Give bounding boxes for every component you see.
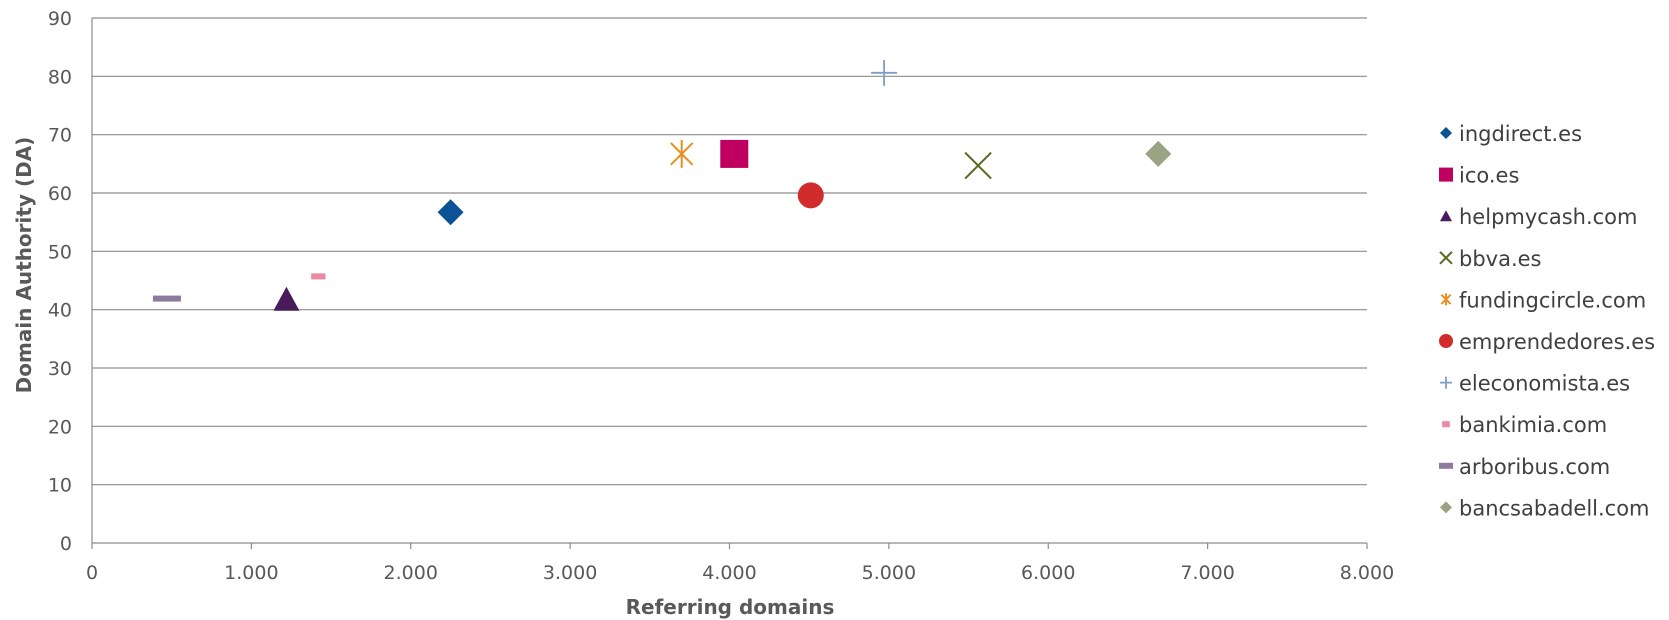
legend-marker-9 <box>1439 462 1453 469</box>
legend-marker-10 <box>1440 501 1452 514</box>
y-tick-label: 30 <box>48 358 72 380</box>
legend: ingdirect.es ico.es helpmycash.com bbva.es f… <box>1439 122 1655 520</box>
legend-marker-7-stroke <box>1440 376 1452 389</box>
x-tick-label: 2.000 <box>384 562 438 584</box>
data-point-7-stroke <box>871 59 898 86</box>
y-axis-title: Domain Authority (DA) <box>12 137 36 394</box>
legend-label: ico.es <box>1459 164 1519 188</box>
legend-marker-6 <box>1439 334 1453 348</box>
x-axis-title: Referring domains <box>626 595 835 619</box>
legend-marker-7 <box>1440 376 1452 389</box>
y-tick-label: 10 <box>48 475 72 497</box>
gridlines <box>92 17 1367 486</box>
y-tick-label: 90 <box>48 8 72 30</box>
legend-marker-5 <box>1440 293 1452 306</box>
legend-label: ingdirect.es <box>1459 122 1582 146</box>
data-point-6 <box>797 182 824 209</box>
data-point-3 <box>273 286 300 311</box>
legend-marker-1 <box>1440 127 1452 139</box>
x-tick-labels: 0 1.000 2.000 3.000 4.000 5.000 6.000 7.000 8.00… <box>86 562 1394 584</box>
y-tick-label: 20 <box>48 416 72 438</box>
data-point-7 <box>871 59 898 86</box>
legend-label: emprendedores.es <box>1459 330 1655 354</box>
x-tick-label: 1.000 <box>224 562 278 584</box>
legend-label: bbva.es <box>1459 247 1542 271</box>
legend-label: bancsabadell.com <box>1459 496 1650 520</box>
data-point-10 <box>1145 140 1172 167</box>
y-tick-label: 80 <box>48 66 72 88</box>
legend-marker-5-stroke <box>1440 293 1452 306</box>
data-points <box>152 59 1172 311</box>
legend-label: eleconomista.es <box>1459 372 1630 396</box>
legend-marker-4 <box>1439 251 1453 265</box>
y-tick-label: 60 <box>48 183 72 205</box>
y-tick-label: 70 <box>48 125 72 147</box>
legend-label: bankimia.com <box>1459 413 1607 437</box>
x-tick-label: 5.000 <box>862 562 916 584</box>
data-point-1 <box>437 199 464 226</box>
legend-marker-8 <box>1442 421 1450 428</box>
data-point-4-stroke <box>964 151 992 180</box>
x-tick-label: 3.000 <box>543 562 597 584</box>
legend-label: fundingcircle.com <box>1459 288 1646 312</box>
data-point-4 <box>964 151 992 180</box>
legend-marker-3 <box>1440 210 1452 222</box>
legend-marker-2 <box>1439 167 1453 182</box>
legend-label: helpmycash.com <box>1459 205 1637 229</box>
data-point-5-stroke <box>670 139 694 168</box>
legend-marker-4-stroke <box>1439 251 1453 265</box>
data-point-2 <box>720 139 749 168</box>
y-tick-label: 50 <box>48 241 72 263</box>
x-tick-label: 8.000 <box>1340 562 1394 584</box>
y-tick-labels: 0 10 20 30 40 50 60 70 80 90 <box>48 8 72 555</box>
x-tick-label: 6.000 <box>1021 562 1075 584</box>
x-tick-label: 4.000 <box>702 562 756 584</box>
y-tick-label: 0 <box>60 533 72 555</box>
data-point-5 <box>670 139 694 168</box>
data-point-8 <box>311 273 326 280</box>
x-tick-label: 0 <box>86 562 98 584</box>
x-tick-label: 7.000 <box>1180 562 1234 584</box>
data-point-9 <box>152 295 181 302</box>
y-tick-label: 40 <box>48 300 72 322</box>
axes <box>91 18 1368 549</box>
legend-label: arboribus.com <box>1459 455 1610 479</box>
